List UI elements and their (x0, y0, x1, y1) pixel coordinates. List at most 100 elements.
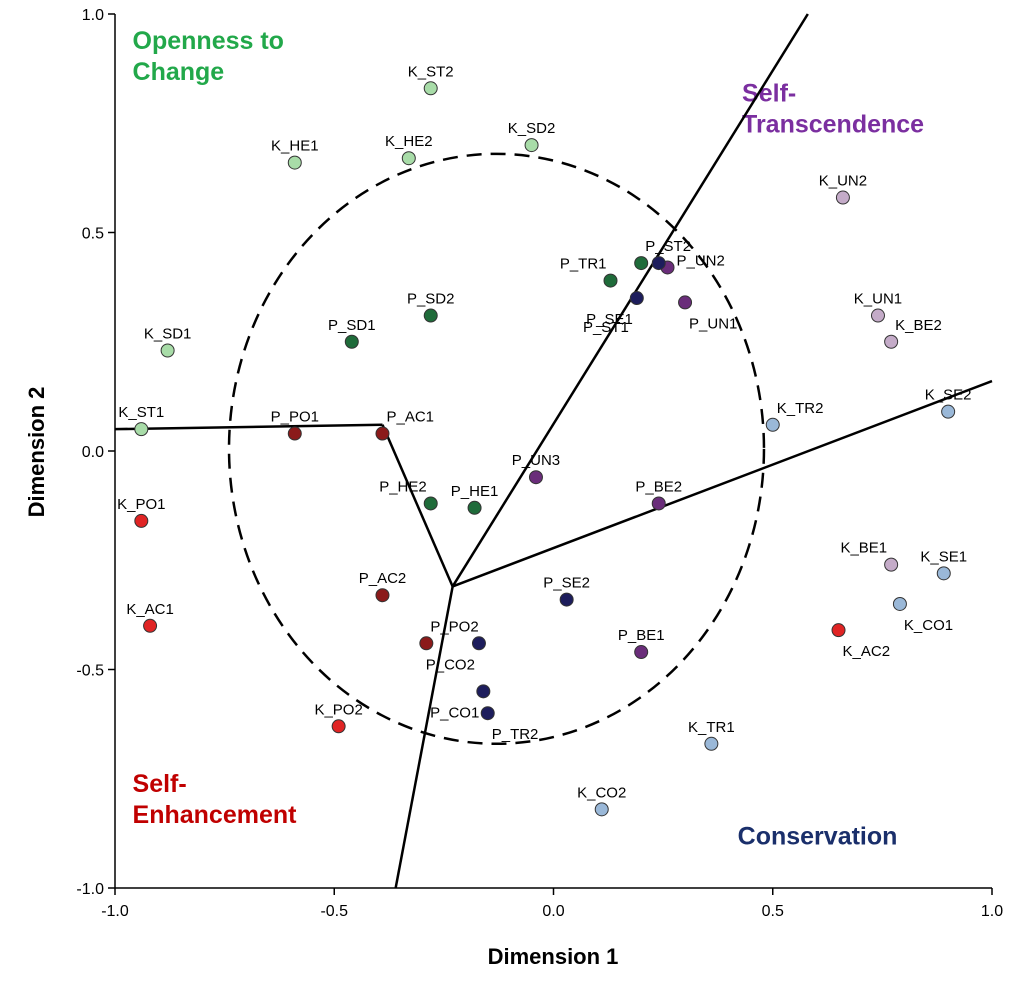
point-label: P_CO2 (426, 656, 475, 673)
point-label: K_PO2 (314, 701, 362, 718)
region-label-self-enhancement: Self-Enhancement (133, 770, 298, 829)
point-p_be1 (634, 645, 649, 660)
divider-line (381, 424, 454, 587)
point-p_se1 (629, 291, 644, 306)
point-label: K_CO1 (904, 617, 953, 634)
divider-line (394, 586, 454, 889)
point-k_sd2 (524, 138, 539, 153)
x-tick-label: -1.0 (101, 903, 129, 920)
point-label: K_HE1 (271, 138, 319, 155)
y-tick-label: 0.5 (82, 226, 104, 243)
point-label: P_SD2 (407, 291, 455, 308)
point-label: P_PO2 (430, 618, 478, 635)
y-tick-label: -0.5 (76, 663, 104, 680)
region-labels: Openness to Change Self-Transcendence Self-… (133, 27, 925, 850)
point-p_co2 (471, 636, 486, 651)
x-axis-title: Dimension 1 (488, 944, 619, 969)
point-label: K_HE2 (385, 133, 433, 150)
point-p_tr2 (480, 706, 495, 721)
x-tick-label: 1.0 (981, 903, 1003, 920)
point-label: P_CO1 (430, 704, 479, 721)
point-label: P_SE1 (586, 311, 633, 328)
point-p_he2 (423, 496, 438, 511)
y-tick-label: -1.0 (76, 881, 104, 898)
region-label-self-transcendence: Self-Transcendence (742, 79, 924, 138)
point-p_se2 (559, 592, 574, 607)
x-tick-label: -0.5 (320, 903, 348, 920)
core-ellipse (227, 152, 766, 746)
point-k_co1 (892, 596, 907, 611)
point-k_be2 (884, 334, 899, 349)
point-label: K_SD2 (508, 120, 556, 137)
y-axis-title: Dimension 2 (24, 387, 49, 518)
point-k_tr1 (704, 736, 719, 751)
point-p_po1 (287, 426, 302, 441)
point-k_un1 (870, 308, 885, 323)
point-k_st2 (423, 81, 438, 96)
point-p_sd1 (344, 334, 359, 349)
point-label: K_TR1 (688, 719, 735, 736)
point-label: K_ST1 (118, 404, 164, 421)
point-p_ac1 (375, 426, 390, 441)
point-label: K_BE1 (840, 540, 887, 557)
point-p_st1 (651, 256, 666, 271)
point-label: P_ST2 (645, 238, 691, 255)
point-p_sd2 (423, 308, 438, 323)
data-points: K_ST2 K_HE1 K_HE2 K_SD2 K_SD1 K_ST1 P_SD2 P_SD1… (117, 63, 972, 817)
point-k_po1 (134, 513, 149, 528)
point-label: P_SE2 (543, 575, 590, 592)
point-label: K_SD1 (144, 325, 192, 342)
point-p_tr1 (603, 273, 618, 288)
point-k_he2 (401, 151, 416, 166)
point-k_se2 (941, 404, 956, 419)
point-label: P_PO1 (271, 409, 319, 426)
point-k_ac2 (831, 623, 846, 638)
point-label: K_BE2 (895, 317, 942, 334)
point-p_un3 (528, 470, 543, 485)
point-label: P_SD1 (328, 317, 376, 334)
point-label: P_TR2 (492, 726, 539, 743)
point-label: P_TR1 (560, 256, 607, 273)
point-k_st1 (134, 422, 149, 437)
point-p_po2 (419, 636, 434, 651)
point-p_st2 (634, 256, 649, 271)
point-p_co1 (476, 684, 491, 699)
point-label: P_ST1 (583, 319, 629, 336)
point-label: K_CO2 (577, 784, 626, 801)
point-k_be1 (884, 557, 899, 572)
point-label: P_UN1 (689, 315, 737, 332)
y-tick-label: 0.0 (82, 444, 104, 461)
y-tick-label: 1.0 (82, 7, 104, 24)
region-label-openness: Openness to Change (133, 27, 284, 86)
point-p_ac2 (375, 588, 390, 603)
axes: -1.0 -0.5 0.0 0.5 1.0 1.0 0.5 0.0 -0.5 -1.0 (76, 7, 1003, 920)
point-label: P_AC1 (386, 409, 434, 426)
point-label: K_SE2 (925, 387, 972, 404)
point-label: P_UN3 (512, 452, 560, 469)
point-label: P_UN2 (677, 252, 725, 269)
x-tick-label: 0.5 (762, 903, 784, 920)
point-label: K_AC2 (843, 643, 891, 660)
point-label: P_BE2 (635, 478, 682, 495)
point-label: P_HE1 (451, 483, 499, 500)
point-k_po2 (331, 719, 346, 734)
point-label: K_UN1 (854, 291, 902, 308)
point-p_he1 (467, 500, 482, 515)
point-k_co2 (594, 802, 609, 817)
point-label: P_BE1 (618, 627, 665, 644)
point-k_ac1 (143, 618, 158, 633)
point-label: K_ST2 (408, 63, 454, 80)
point-k_tr2 (765, 417, 780, 432)
point-p_be2 (651, 496, 666, 511)
point-label: P_AC2 (359, 570, 407, 587)
divider-lines (114, 13, 993, 889)
point-k_un2 (835, 190, 850, 205)
point-k_he1 (287, 155, 302, 170)
point-label: P_HE2 (379, 478, 427, 495)
point-k_se1 (936, 566, 951, 581)
point-label: K_SE1 (920, 548, 967, 565)
point-label: K_TR2 (777, 400, 824, 417)
point-label: K_PO1 (117, 496, 165, 513)
divider-line (452, 379, 993, 588)
